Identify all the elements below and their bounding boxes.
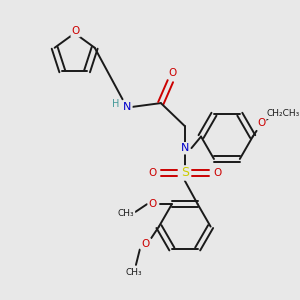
Text: CH₃: CH₃	[118, 209, 134, 218]
Text: N: N	[181, 143, 189, 153]
Text: O: O	[148, 168, 156, 178]
Text: O: O	[257, 118, 266, 128]
Text: S: S	[181, 167, 189, 179]
Text: N: N	[123, 102, 131, 112]
Text: CH₂CH₃: CH₂CH₃	[267, 109, 300, 118]
Text: H: H	[112, 99, 119, 109]
Text: O: O	[148, 199, 157, 209]
Text: O: O	[71, 26, 80, 36]
Text: O: O	[141, 239, 150, 249]
Text: O: O	[168, 68, 176, 78]
Text: O: O	[213, 168, 221, 178]
Text: CH₃: CH₃	[126, 268, 142, 277]
